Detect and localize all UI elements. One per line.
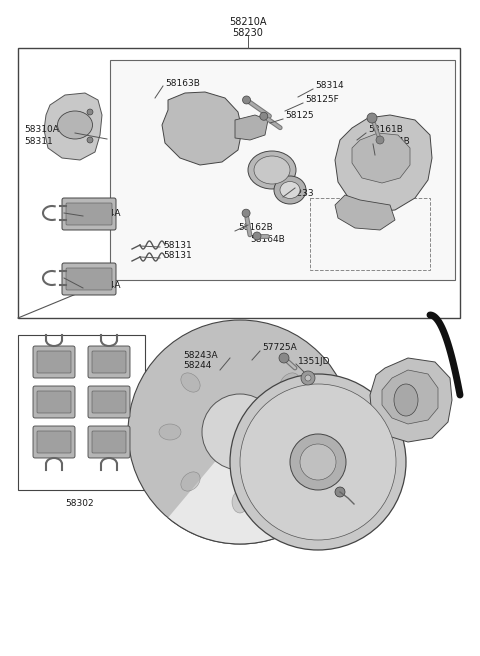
- Circle shape: [305, 375, 311, 381]
- Bar: [18, 48, 460, 318]
- FancyBboxPatch shape: [66, 268, 112, 290]
- Text: 58131: 58131: [163, 241, 192, 249]
- FancyBboxPatch shape: [33, 426, 75, 458]
- Text: 58125F: 58125F: [305, 96, 339, 104]
- Ellipse shape: [280, 472, 299, 491]
- Text: 58230: 58230: [233, 28, 264, 38]
- Circle shape: [87, 109, 93, 115]
- Ellipse shape: [254, 156, 290, 184]
- Ellipse shape: [280, 373, 299, 392]
- Polygon shape: [335, 115, 432, 212]
- Bar: [18, 335, 145, 490]
- Polygon shape: [162, 92, 242, 165]
- Text: 58314: 58314: [315, 81, 344, 91]
- FancyBboxPatch shape: [62, 263, 116, 295]
- Text: 58310A: 58310A: [24, 125, 59, 134]
- Polygon shape: [352, 133, 410, 183]
- FancyBboxPatch shape: [92, 431, 126, 453]
- Ellipse shape: [299, 424, 321, 440]
- Polygon shape: [335, 195, 395, 230]
- Circle shape: [376, 136, 384, 144]
- Text: 58131: 58131: [163, 251, 192, 260]
- Text: 58164B: 58164B: [250, 234, 285, 243]
- Text: 58411B: 58411B: [292, 413, 327, 422]
- Text: 58243A: 58243A: [183, 350, 217, 359]
- Ellipse shape: [181, 472, 200, 491]
- Text: 58302: 58302: [66, 499, 94, 508]
- Ellipse shape: [394, 384, 418, 416]
- Circle shape: [202, 394, 278, 470]
- FancyBboxPatch shape: [33, 386, 75, 418]
- Circle shape: [230, 374, 406, 550]
- Text: 58244: 58244: [183, 361, 211, 371]
- Bar: [310, 198, 430, 270]
- Wedge shape: [168, 432, 312, 544]
- Circle shape: [242, 96, 251, 104]
- Ellipse shape: [248, 151, 296, 189]
- Circle shape: [335, 487, 345, 497]
- Text: 58163B: 58163B: [165, 79, 200, 87]
- Text: 57725A: 57725A: [262, 344, 297, 352]
- Text: 58244A: 58244A: [86, 209, 120, 218]
- Circle shape: [240, 384, 396, 540]
- Polygon shape: [382, 370, 438, 424]
- FancyBboxPatch shape: [88, 346, 130, 378]
- Circle shape: [87, 137, 93, 143]
- Polygon shape: [235, 115, 268, 140]
- FancyBboxPatch shape: [66, 203, 112, 225]
- Circle shape: [301, 371, 315, 385]
- FancyBboxPatch shape: [88, 426, 130, 458]
- FancyBboxPatch shape: [37, 431, 71, 453]
- Text: 58162B: 58162B: [238, 224, 273, 232]
- Circle shape: [367, 113, 377, 123]
- FancyBboxPatch shape: [92, 351, 126, 373]
- Ellipse shape: [58, 111, 93, 139]
- Ellipse shape: [232, 491, 248, 513]
- FancyBboxPatch shape: [37, 391, 71, 413]
- Text: 58311: 58311: [24, 136, 53, 146]
- Ellipse shape: [159, 424, 181, 440]
- Ellipse shape: [181, 373, 200, 392]
- Polygon shape: [370, 358, 452, 442]
- FancyBboxPatch shape: [88, 386, 130, 418]
- Text: 58233: 58233: [285, 190, 313, 199]
- Text: 58164B: 58164B: [375, 136, 410, 146]
- Ellipse shape: [274, 176, 306, 204]
- Circle shape: [128, 320, 352, 544]
- Bar: [110, 60, 455, 280]
- Text: 58161B: 58161B: [368, 125, 403, 134]
- Text: 58210A: 58210A: [229, 17, 267, 27]
- FancyBboxPatch shape: [37, 351, 71, 373]
- Circle shape: [290, 434, 346, 490]
- Text: 58125: 58125: [285, 112, 313, 121]
- Circle shape: [242, 209, 250, 217]
- Circle shape: [279, 353, 289, 363]
- FancyBboxPatch shape: [92, 391, 126, 413]
- Circle shape: [300, 444, 336, 480]
- Polygon shape: [44, 93, 102, 160]
- Circle shape: [253, 232, 261, 240]
- Text: 1351JD: 1351JD: [298, 356, 331, 365]
- FancyBboxPatch shape: [62, 198, 116, 230]
- Circle shape: [260, 112, 268, 120]
- Text: 58244A: 58244A: [86, 281, 120, 289]
- Ellipse shape: [280, 182, 300, 199]
- Text: 1220FS: 1220FS: [348, 501, 382, 510]
- FancyBboxPatch shape: [33, 346, 75, 378]
